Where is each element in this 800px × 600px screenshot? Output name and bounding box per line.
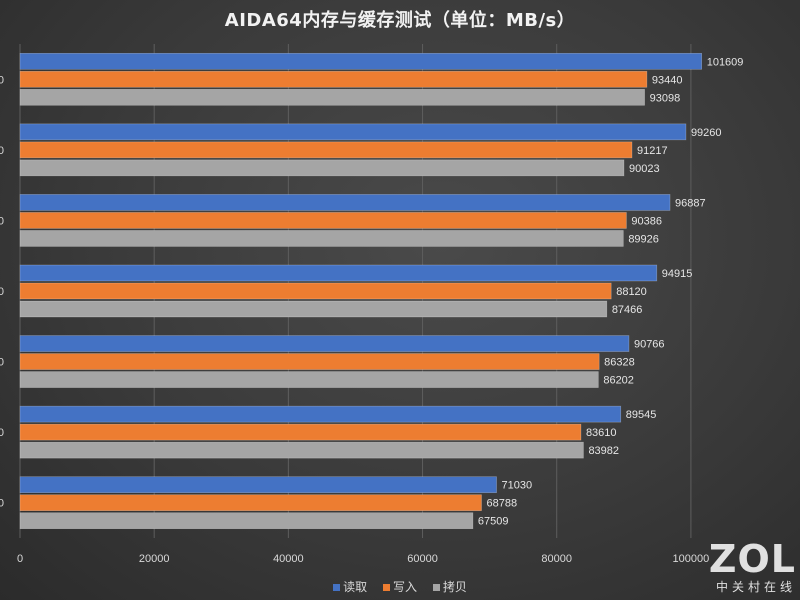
bar-copy-2 — [19, 230, 624, 247]
watermark-subtitle: 中关村在线 — [715, 580, 796, 594]
bar-read-2 — [19, 194, 671, 211]
legend: 读取 写入 拷贝 — [0, 578, 800, 595]
x-tick-label-20000: 20000 — [139, 553, 170, 565]
data-label-copy-6: 67509 — [478, 516, 509, 528]
bar-write-0 — [19, 70, 648, 88]
bar-copy-1 — [19, 159, 625, 177]
bar-write-3 — [19, 282, 612, 300]
data-label-write-6: 68788 — [487, 498, 518, 510]
legend-label-copy: 拷贝 — [442, 580, 467, 594]
bar-read-6 — [19, 476, 497, 494]
bar-write-6 — [19, 494, 482, 512]
data-label-write-2: 90386 — [631, 215, 662, 227]
bar-copy-3 — [19, 300, 608, 318]
data-label-read-5: 89545 — [626, 409, 657, 421]
data-label-read-2: 96887 — [675, 197, 706, 209]
data-label-read-4: 90766 — [634, 339, 665, 351]
x-tick-label-80000: 80000 — [541, 553, 572, 565]
bar-read-5 — [19, 405, 622, 423]
data-label-write-5: 83610 — [586, 427, 617, 439]
watermark-logo: ZOL — [708, 537, 796, 581]
data-label-write-0: 93440 — [652, 74, 683, 86]
data-label-copy-2: 89926 — [628, 233, 659, 245]
bar-write-4 — [19, 353, 600, 370]
data-label-write-1: 91217 — [637, 145, 668, 157]
category-label-0: 0 — [0, 74, 4, 86]
x-tick-label-60000: 60000 — [407, 553, 438, 565]
data-label-write-4: 86328 — [604, 357, 635, 369]
bar-write-2 — [19, 212, 627, 229]
legend-item-read: 读取 — [333, 578, 367, 595]
data-label-copy-4: 86202 — [603, 375, 634, 387]
data-label-read-3: 94915 — [662, 268, 693, 280]
bar-write-5 — [19, 423, 582, 441]
category-label-1: 0 — [0, 145, 4, 157]
bar-read-1 — [19, 123, 687, 141]
data-label-write-3: 88120 — [616, 286, 647, 298]
legend-swatch-write — [382, 584, 390, 591]
category-label-4: 0 — [0, 357, 4, 369]
data-label-read-6: 71030 — [502, 480, 533, 492]
data-label-copy-5: 83982 — [588, 445, 619, 457]
x-tick-label-40000: 40000 — [273, 553, 304, 565]
bar-copy-4 — [19, 371, 599, 388]
x-tick-label-100000: 100000 — [673, 553, 710, 565]
legend-label-read: 读取 — [343, 580, 368, 594]
category-label-6: 0 — [0, 498, 4, 510]
x-tick-labels: 0 20000 40000 60000 80000 100000 — [17, 553, 709, 565]
legend-item-write: 写入 — [382, 578, 417, 595]
bar-write-1 — [19, 141, 633, 159]
bar-copy-6 — [19, 512, 474, 530]
legend-item-copy: 拷贝 — [432, 578, 467, 595]
x-tick-label-0: 0 — [17, 553, 23, 565]
bar-read-4 — [19, 335, 630, 352]
chart-title: AIDA64内存与缓存测试（单位：MB/s） — [224, 10, 576, 31]
bar-copy-0 — [19, 88, 645, 106]
legend-label-write: 写入 — [392, 580, 417, 594]
bar-copy-5 — [19, 441, 584, 459]
zol-watermark: ZOL 中关村在线 — [704, 540, 796, 595]
bar-read-3 — [19, 264, 658, 282]
category-label-2: 0 — [0, 215, 4, 227]
data-label-copy-3: 87466 — [612, 304, 643, 316]
data-labels: 101609 93440 93098 99260 91217 90023 96887 9038… — [478, 56, 743, 527]
category-label-3: 0 — [0, 286, 4, 298]
data-label-read-1: 99260 — [691, 127, 722, 139]
category-label-5: 0 — [0, 427, 4, 439]
legend-swatch-copy — [432, 584, 440, 591]
data-label-read-0: 101609 — [707, 56, 744, 68]
bars — [19, 52, 703, 530]
category-labels: 0 0 0 0 0 0 0 — [0, 74, 4, 509]
bar-read-0 — [19, 52, 703, 70]
data-label-copy-1: 90023 — [629, 163, 660, 175]
data-label-copy-0: 93098 — [650, 92, 681, 104]
legend-swatch-read — [333, 584, 341, 591]
